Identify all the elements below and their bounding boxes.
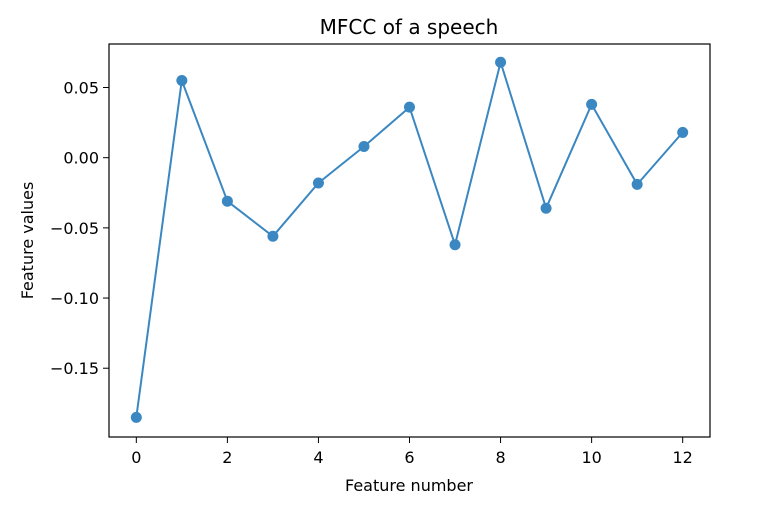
x-tick-label: 12 — [673, 448, 693, 467]
data-point — [312, 177, 324, 189]
data-point — [176, 74, 188, 86]
x-axis-label: Feature number — [345, 476, 473, 495]
y-tick-label: −0.10 — [50, 289, 99, 308]
data-point — [221, 195, 233, 207]
x-tick-label: 0 — [131, 448, 141, 467]
y-tick-label: 0.05 — [63, 79, 99, 98]
x-tick-label: 2 — [222, 448, 232, 467]
data-point — [631, 178, 643, 190]
chart-title: MFCC of a speech — [320, 15, 499, 39]
y-tick-label: −0.05 — [50, 219, 99, 238]
data-point — [358, 140, 370, 152]
x-tick-label: 4 — [313, 448, 323, 467]
y-axis-ticks: 0.05 0.00 −0.05 −0.10 −0.15 — [50, 79, 109, 378]
y-axis-label: Feature values — [18, 182, 37, 300]
data-point — [495, 56, 507, 68]
data-point — [540, 202, 552, 214]
data-point — [267, 230, 279, 242]
data-point — [449, 239, 461, 251]
x-tick-label: 10 — [581, 448, 601, 467]
y-tick-label: −0.15 — [50, 359, 99, 378]
data-point — [586, 98, 598, 110]
data-point — [677, 126, 689, 138]
data-point — [404, 101, 415, 113]
x-axis-ticks: 0 2 4 6 8 10 12 — [131, 437, 693, 467]
series-line — [135, 61, 684, 418]
x-tick-label: 8 — [495, 448, 505, 467]
series-layer — [130, 56, 689, 423]
data-point — [130, 411, 142, 423]
x-tick-label: 6 — [404, 448, 414, 467]
y-tick-label: 0.00 — [63, 149, 99, 168]
